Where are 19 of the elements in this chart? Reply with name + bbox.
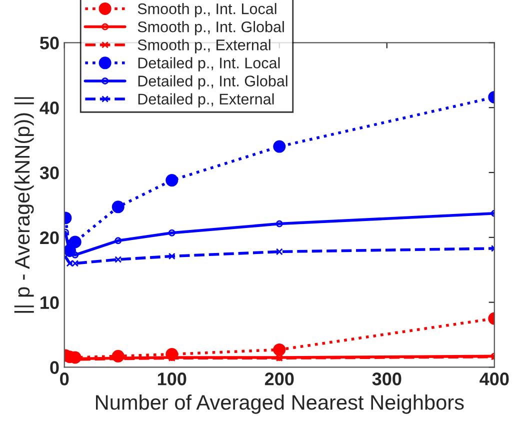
y-tick-label: 40 (40, 102, 59, 114)
y-tick-label: 50 (40, 36, 59, 50)
legend-label: Detailed p., External (138, 93, 274, 108)
legend-label: Smooth p., Int. Global (138, 21, 284, 36)
legend-label: Detailed p., Int. Local (138, 57, 280, 72)
y-tick-label: 30 (40, 166, 59, 180)
legend-label: Smooth p., Int. Local (138, 3, 276, 18)
x-axis-title: Number of Averaged Nearest Neighbors (96, 394, 464, 414)
x-tick-label: 100 (158, 372, 186, 386)
y-axis-title: || p - Average(kNN(p)) || (14, 97, 34, 313)
y-tick-label: 0 (50, 361, 59, 374)
x-tick-label: 200 (264, 372, 294, 386)
y-tick-label: 20 (40, 231, 59, 244)
x-tick-label: 0 (60, 372, 69, 386)
legend-label: Detailed p., Int. Global (138, 75, 288, 90)
y-tick-label: 10 (40, 296, 59, 310)
x-tick-label: 300 (372, 372, 402, 386)
legend-label: Smooth p., External (138, 39, 270, 54)
x-tick-label: 400 (480, 372, 509, 386)
